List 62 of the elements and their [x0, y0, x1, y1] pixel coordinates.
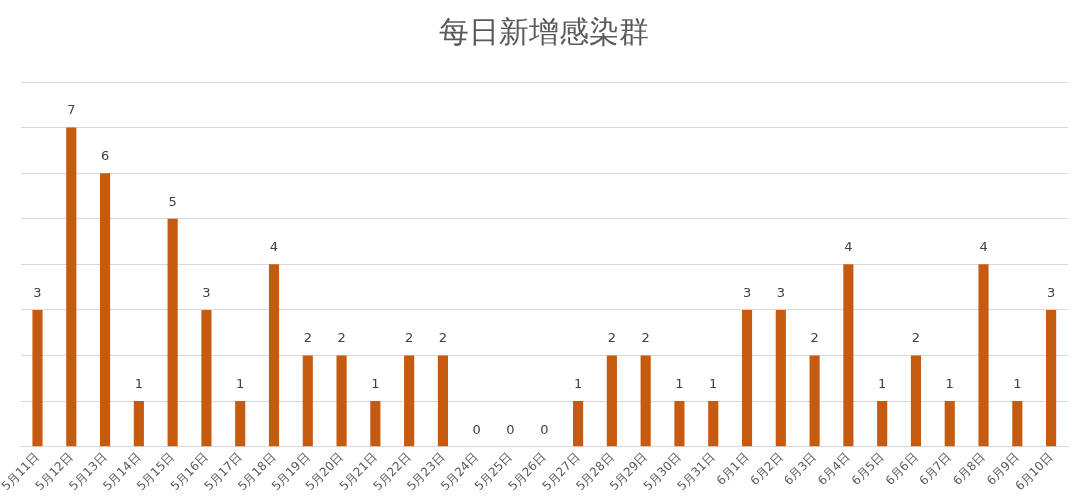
data-label: 5 [168, 193, 177, 209]
data-label: 4 [979, 239, 988, 255]
bar [370, 401, 381, 447]
data-label: 1 [675, 375, 684, 391]
data-label: 2 [438, 330, 448, 346]
bar [1012, 401, 1023, 447]
bar [741, 309, 753, 447]
data-label: 4 [269, 239, 279, 255]
bar [100, 173, 111, 447]
data-label: 3 [776, 284, 785, 300]
bar [944, 401, 955, 447]
bar [66, 127, 77, 447]
data-label: 6 [100, 148, 110, 164]
bar [201, 309, 212, 447]
bar [843, 264, 854, 447]
data-label: 2 [607, 330, 617, 346]
bar [978, 264, 989, 447]
bar [235, 401, 246, 447]
data-label: 7 [67, 102, 76, 118]
bar [674, 401, 685, 447]
data-label: 1 [134, 375, 143, 391]
data-label: 2 [810, 330, 819, 346]
chart-title: 每日新增感染群 [439, 13, 649, 49]
bar [1046, 309, 1057, 447]
x-tick-label: 6月4日 [815, 450, 853, 488]
data-label: 2 [337, 330, 346, 346]
bar [32, 309, 43, 447]
bar [133, 401, 144, 447]
data-label: 1 [1013, 375, 1022, 391]
bar [809, 355, 820, 447]
bar [573, 401, 584, 447]
data-label: 4 [844, 239, 853, 255]
data-label: 3 [742, 284, 752, 300]
data-label: 2 [911, 330, 921, 346]
data-label: 1 [236, 375, 245, 391]
bar [336, 355, 347, 447]
data-label: 1 [573, 375, 583, 391]
bar [877, 401, 888, 447]
data-label: 1 [709, 375, 718, 391]
bar [268, 264, 280, 447]
bar [437, 355, 448, 447]
data-label: 0 [540, 421, 549, 437]
bar [910, 355, 922, 447]
bar [775, 309, 786, 447]
bar [708, 401, 719, 447]
data-label: 3 [1046, 284, 1056, 300]
data-label: 0 [506, 421, 515, 437]
data-label: 1 [878, 375, 887, 391]
data-label: 2 [405, 330, 414, 346]
data-label: 3 [202, 284, 211, 300]
bar [167, 218, 178, 447]
data-label: 2 [303, 330, 312, 346]
bar [606, 355, 617, 447]
data-label: 2 [641, 330, 650, 346]
bar [302, 355, 313, 447]
x-tick-label: 6月8日 [950, 450, 988, 488]
data-label: 1 [371, 375, 380, 391]
data-label: 1 [945, 375, 954, 391]
data-label: 3 [33, 284, 42, 300]
bar [640, 355, 651, 447]
bar [404, 355, 415, 447]
data-label: 0 [472, 421, 481, 437]
